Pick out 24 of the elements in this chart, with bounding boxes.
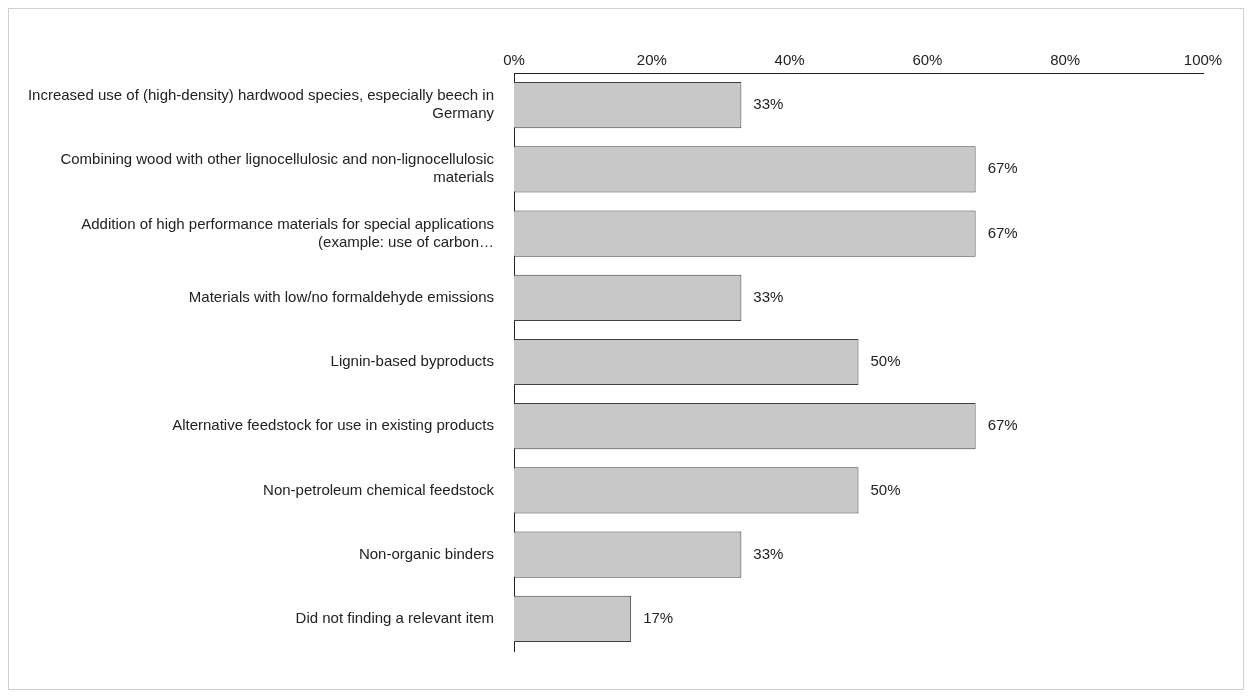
- y-tick-label: Lignin-based byproducts: [330, 352, 494, 370]
- data-label: 50%: [870, 480, 901, 498]
- y-tick-label: Non-organic binders: [358, 544, 494, 562]
- x-tick-label: 0%: [503, 51, 525, 69]
- data-label: 33%: [753, 544, 784, 562]
- y-tick-label: Increased use of (high-density) hardwood species, especially beech in Germany: [27, 86, 495, 122]
- y-tick-label: Combining wood with other lignocellulosic and non-lignocellulosic materials: [60, 150, 495, 186]
- data-label: 67%: [987, 159, 1018, 177]
- data-label: 33%: [753, 287, 784, 305]
- y-tick-label: Did not finding a relevant item: [295, 609, 494, 627]
- x-tick-label: 20%: [636, 51, 667, 69]
- y-tick-label: Materials with low/no formaldehyde emissions: [188, 287, 494, 305]
- y-tick-label: Non-petroleum chemical feedstock: [263, 480, 495, 498]
- data-label: 67%: [987, 223, 1018, 241]
- data-label: 33%: [753, 95, 784, 113]
- x-tick-label: 80%: [1050, 51, 1081, 69]
- data-label: 17%: [643, 609, 674, 627]
- y-tick-label: Alternative feedstock for use in existing products: [172, 416, 494, 434]
- data-label: 50%: [870, 352, 901, 370]
- y-tick-label: Addition of high performance materials for special applications (example: use of carbon…: [81, 214, 494, 250]
- x-tick-label: 40%: [774, 51, 805, 69]
- x-tick-label: 60%: [912, 51, 943, 69]
- x-tick-label: 100%: [1183, 51, 1223, 69]
- data-label: 67%: [987, 416, 1018, 434]
